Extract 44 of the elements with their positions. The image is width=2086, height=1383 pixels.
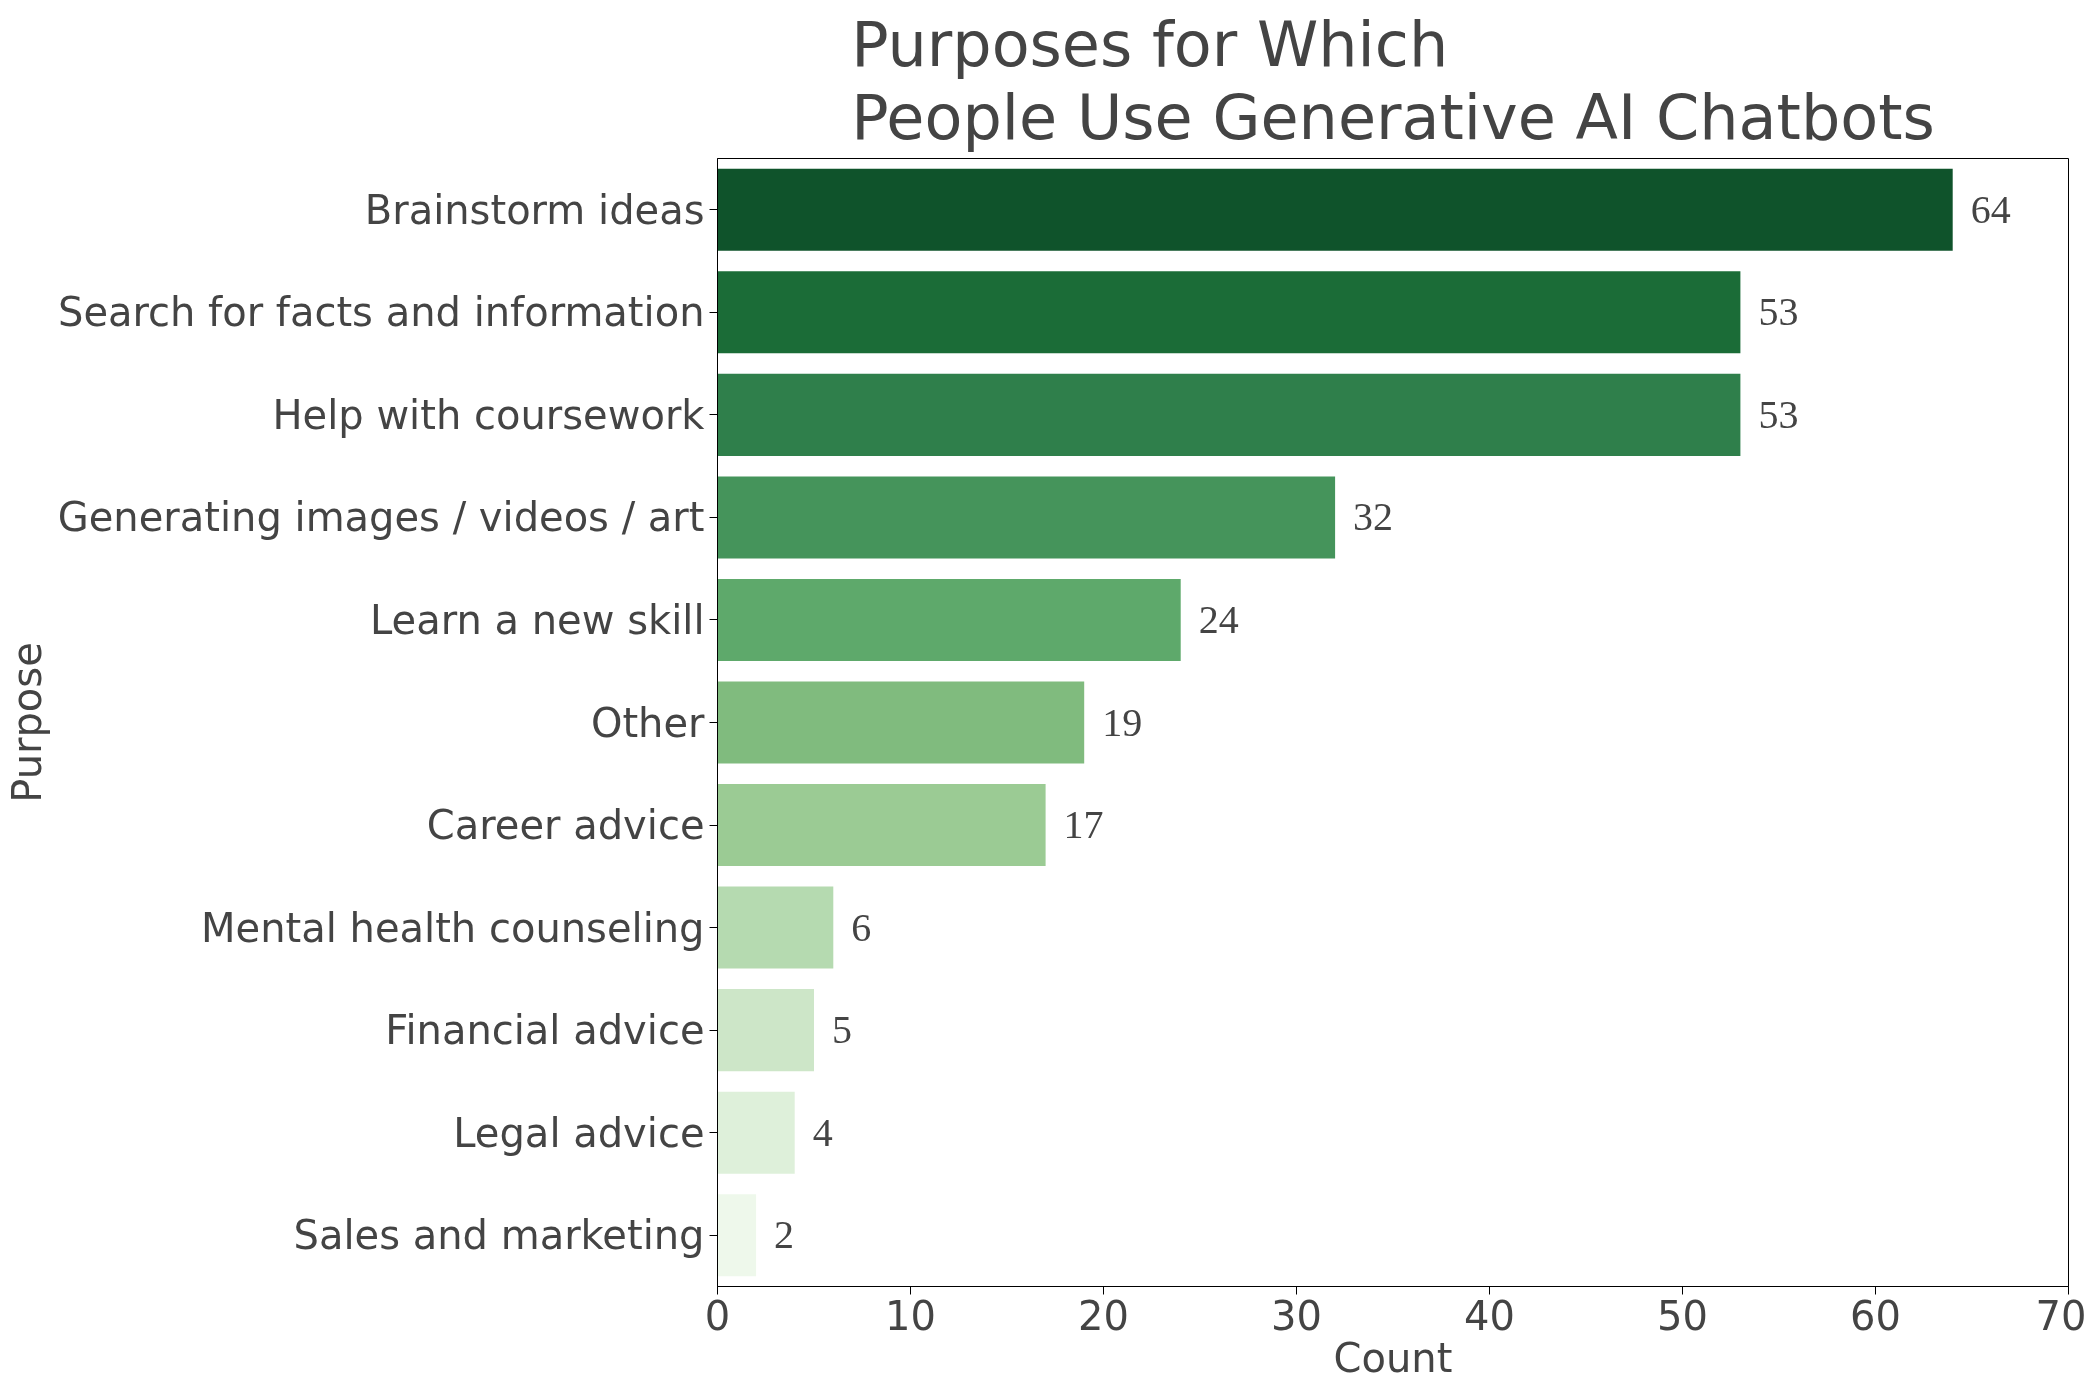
x-tick-label: 30 [1271, 1292, 1322, 1339]
data-label: 6 [851, 904, 872, 950]
bar [717, 373, 1741, 456]
y-tick-label: Search for facts and information [58, 289, 705, 336]
x-tick-label: 20 [1078, 1292, 1129, 1339]
bar [717, 989, 814, 1072]
x-tick-label: 0 [704, 1292, 731, 1339]
bar [717, 1091, 795, 1174]
bar [717, 681, 1085, 764]
data-label: 32 [1353, 494, 1394, 540]
x-tick-label: 60 [1850, 1292, 1901, 1339]
x-axis-title: Count [1333, 1334, 1453, 1381]
bar [717, 271, 1741, 354]
bar [717, 784, 1046, 867]
y-tick-label: Career advice [426, 802, 705, 849]
y-tick-label: Learn a new skill [370, 596, 705, 643]
chart-title: Purposes for Which People Use Generative AI Chatbots [851, 7, 1935, 154]
bar [717, 886, 834, 969]
bar [717, 1194, 757, 1277]
data-label: 24 [1198, 596, 1239, 642]
data-label: 17 [1063, 802, 1104, 848]
bar [717, 578, 1181, 661]
data-label: 53 [1758, 289, 1799, 335]
x-tick-label: 10 [885, 1292, 936, 1339]
y-tick-label: Sales and marketing [293, 1212, 705, 1259]
data-label: 64 [1970, 186, 2011, 232]
x-tick-label: 50 [1657, 1292, 1708, 1339]
bar [717, 476, 1336, 559]
y-tick-label: Legal advice [453, 1109, 705, 1156]
y-tick-label: Generating images / videos / art [57, 494, 705, 541]
y-tick-label: Brainstorm ideas [364, 186, 705, 233]
y-tick-label: Mental health counseling [201, 904, 705, 951]
y-tick-label: Other [590, 699, 706, 746]
data-label: 5 [832, 1007, 852, 1053]
y-tick-label: Help with coursework [272, 391, 706, 438]
y-tick-label: Financial advice [385, 1007, 705, 1054]
bar [717, 168, 1953, 251]
data-label: 53 [1758, 391, 1799, 437]
data-label: 19 [1102, 699, 1143, 745]
data-label: 2 [774, 1212, 795, 1258]
y-axis-title: Purpose [3, 642, 50, 803]
x-tick-label: 70 [2035, 1292, 2086, 1339]
x-tick-label: 40 [1464, 1292, 1515, 1339]
data-label: 4 [812, 1109, 833, 1155]
